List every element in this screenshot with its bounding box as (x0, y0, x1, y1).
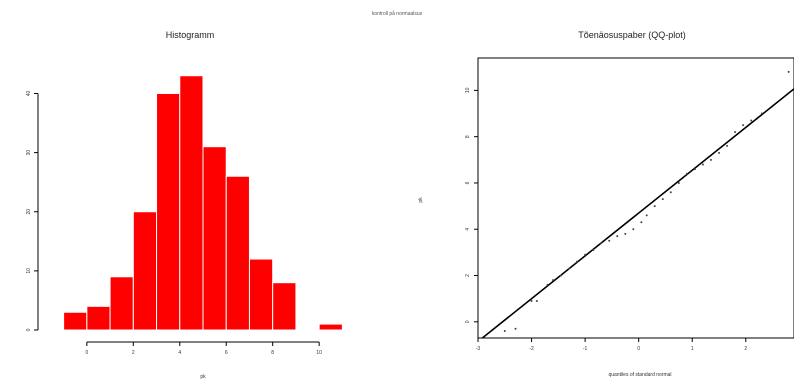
histogram-axes: 0 2 4 6 8 10 0 10 20 30 40 (26, 90, 322, 356)
qq-plot-y-axis-label: pk (418, 197, 424, 203)
qq-point-29 (742, 124, 745, 127)
qq-point-30 (750, 119, 753, 122)
qq-point-23 (693, 168, 696, 171)
qq-point-24 (701, 163, 704, 166)
histogram-title: Histogramm (166, 30, 215, 40)
histogram-x-tick-label-3: 6 (225, 350, 228, 356)
qq-point-13 (616, 235, 619, 238)
qq-point-26 (718, 151, 721, 154)
qq-plot-panel: Tõenäosuspaber (QQ-plot) -3 -2 -1 0 1 2 0 2 4 6 8 1… (418, 30, 794, 378)
qq-y-tick-label-2: 4 (465, 228, 471, 231)
qq-point-15 (632, 228, 635, 231)
qq-point-5 (551, 279, 554, 282)
qq-y-tick-label-4: 8 (465, 135, 471, 138)
histogram-bar-4 (156, 92, 181, 331)
qq-point-22 (685, 172, 688, 175)
qq-point-14 (624, 232, 627, 235)
qq-point-2 (530, 299, 533, 302)
qq-x-tick-label-3: 0 (637, 346, 640, 352)
histogram-bars (63, 75, 343, 331)
qq-plot-title: Tõenäosuspaber (QQ-plot) (578, 30, 686, 40)
qq-point-8 (576, 260, 579, 263)
qq-y-tick-label-5: 10 (465, 87, 471, 93)
qq-plot-frame (477, 57, 794, 339)
qq-point-31 (760, 112, 763, 115)
histogram-y-tick-label-4: 40 (26, 90, 32, 96)
histogram-x-tick-label-2: 4 (178, 350, 181, 356)
histogram-bar-6 (202, 146, 227, 331)
qq-point-11 (600, 242, 603, 245)
histogram-panel: Histogramm 0 2 4 6 8 10 0 10 20 30 40 pk (26, 30, 343, 380)
histogram-y-tick-label-0: 0 (26, 328, 32, 331)
qq-point-27 (726, 144, 729, 147)
histogram-bar-11 (318, 323, 343, 331)
qq-reference-line (481, 88, 794, 339)
qq-x-tick-label-0: -3 (476, 346, 481, 352)
histogram-bar-3 (132, 211, 158, 331)
qq-point-12 (608, 239, 611, 242)
histogram-bar-1 (86, 305, 111, 331)
qq-point-0 (503, 330, 506, 333)
qq-x-tick-label-2: -1 (583, 346, 588, 352)
histogram-x-tick-label-0: 0 (85, 350, 88, 356)
histogram-x-tick-label-4: 8 (271, 350, 274, 356)
histogram-bar-2 (109, 276, 134, 331)
qq-point-6 (560, 274, 563, 277)
qq-plot-layer: -3 -2 -1 0 1 2 0 2 4 6 8 10 (465, 70, 794, 352)
qq-point-9 (584, 253, 587, 256)
qq-y-tick-label-1: 2 (465, 274, 471, 277)
qq-plot-x-axis-label: quantiles of standard normal (608, 372, 671, 378)
qq-point-1 (514, 327, 517, 330)
histogram-y-tick-label-1: 10 (26, 268, 32, 274)
qq-point-17 (645, 214, 648, 217)
histogram-bar-8 (248, 258, 274, 331)
qq-x-tick-label-1: -2 (529, 346, 534, 352)
qq-point-21 (677, 181, 680, 184)
qq-point-19 (661, 198, 664, 201)
qq-point-4 (546, 283, 549, 286)
qq-point-25 (709, 158, 712, 161)
qq-point-20 (669, 191, 672, 194)
qq-y-tick-label-3: 6 (465, 181, 471, 184)
qq-point-28 (734, 131, 737, 134)
histogram-y-tick-label-2: 20 (26, 209, 32, 215)
qq-point-32 (787, 70, 790, 73)
qq-point-7 (568, 267, 571, 270)
histogram-x-axis-label: pk (200, 374, 206, 380)
histogram-x-tick-label-1: 2 (132, 350, 135, 356)
histogram-y-tick-label-3: 30 (26, 150, 32, 156)
histogram-bar-9 (272, 282, 297, 331)
qq-x-tick-label-5: 2 (744, 346, 747, 352)
qq-x-tick-label-4: 1 (691, 346, 694, 352)
qq-point-18 (653, 205, 656, 208)
histogram-bar-5 (179, 75, 204, 331)
histogram-x-tick-label-5: 10 (316, 350, 322, 356)
qq-point-10 (592, 249, 595, 252)
figure-subtitle: kontroll på normaalsus (372, 10, 423, 17)
qq-point-16 (640, 221, 643, 224)
histogram-bar-7 (225, 175, 250, 331)
qq-y-tick-label-0: 0 (465, 320, 471, 323)
histogram-bar-0 (63, 311, 88, 331)
qq-point-3 (535, 299, 538, 302)
